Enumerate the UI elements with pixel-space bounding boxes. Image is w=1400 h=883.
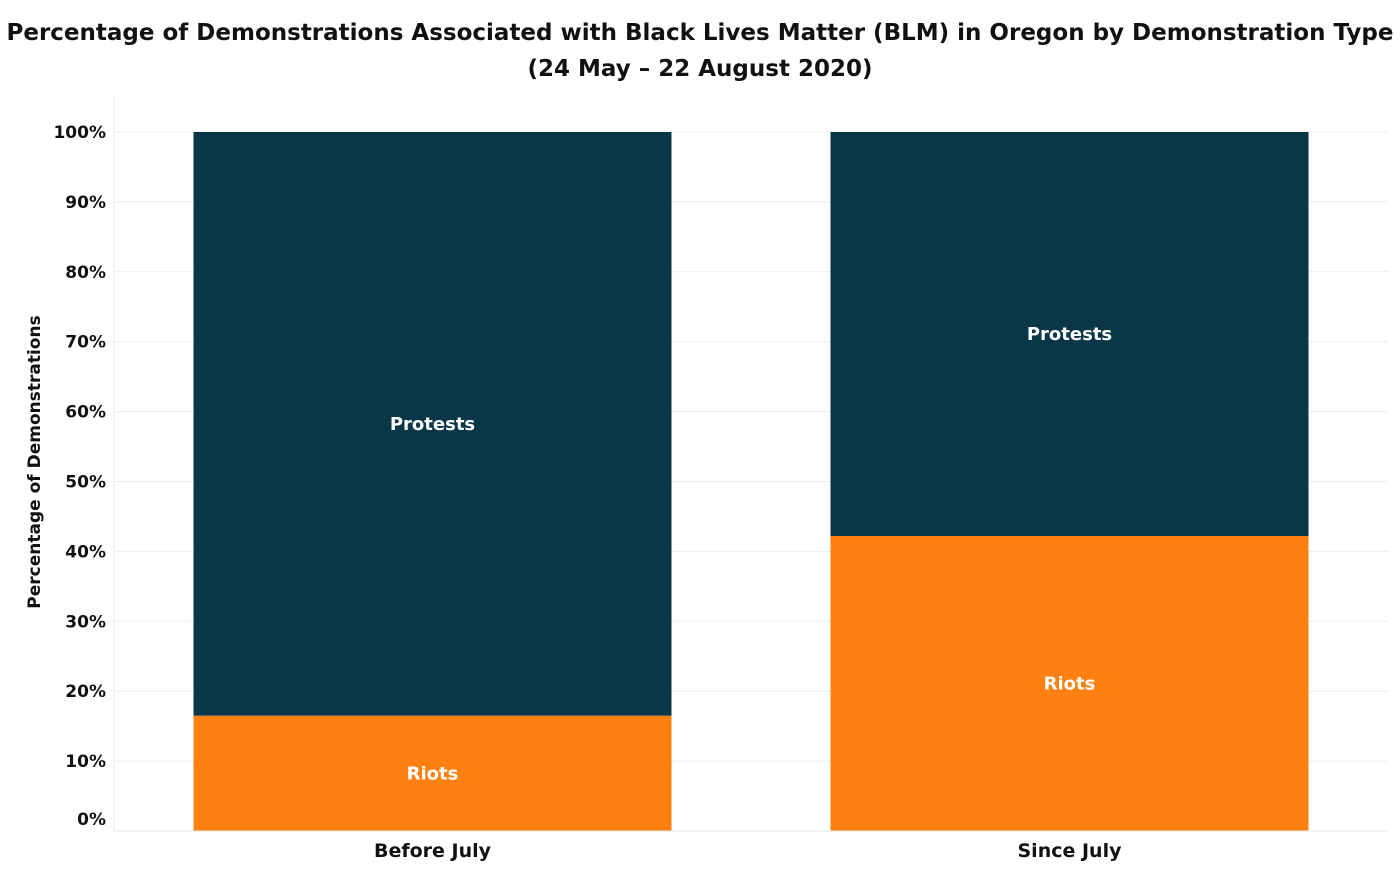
y-tick-label: 50% bbox=[65, 473, 106, 493]
axes: 0% 10% 20% 30% 40% 50% 60% 70% 80% 90% 100% Before … bbox=[53, 96, 1388, 862]
y-tick-label: 90% bbox=[65, 193, 106, 213]
y-tick-label: 30% bbox=[65, 612, 106, 632]
segment-label: Protests bbox=[1027, 324, 1112, 345]
chart-title: Percentage of Demonstrations Associated … bbox=[6, 20, 1394, 46]
x-category-label: Before July bbox=[374, 840, 492, 862]
segment-labels: Riots Protests Riots Protests bbox=[390, 324, 1112, 784]
y-tick-label: 40% bbox=[65, 542, 106, 562]
y-tick-label: 10% bbox=[65, 752, 106, 772]
x-category-label: Since July bbox=[1018, 840, 1123, 862]
y-tick-label: 60% bbox=[65, 403, 106, 423]
y-tick-label: 70% bbox=[65, 333, 106, 353]
segment-label: Protests bbox=[390, 414, 475, 435]
bar-segment-protests bbox=[193, 132, 672, 716]
bars bbox=[193, 132, 1309, 831]
bar-segment-protests bbox=[830, 132, 1309, 537]
bar-segment-riots bbox=[193, 715, 672, 831]
segment-label: Riots bbox=[1044, 674, 1096, 695]
y-tick-label: 100% bbox=[53, 123, 106, 143]
y-axis-title: Percentage of Demonstrations bbox=[25, 315, 45, 608]
chart-subtitle: (24 May – 22 August 2020) bbox=[527, 56, 873, 82]
y-tick-label: 0% bbox=[77, 810, 106, 830]
y-tick-label: 80% bbox=[65, 263, 106, 283]
segment-label: Riots bbox=[407, 763, 459, 784]
y-tick-label: 20% bbox=[65, 682, 106, 702]
bar-segment-riots bbox=[830, 536, 1309, 831]
